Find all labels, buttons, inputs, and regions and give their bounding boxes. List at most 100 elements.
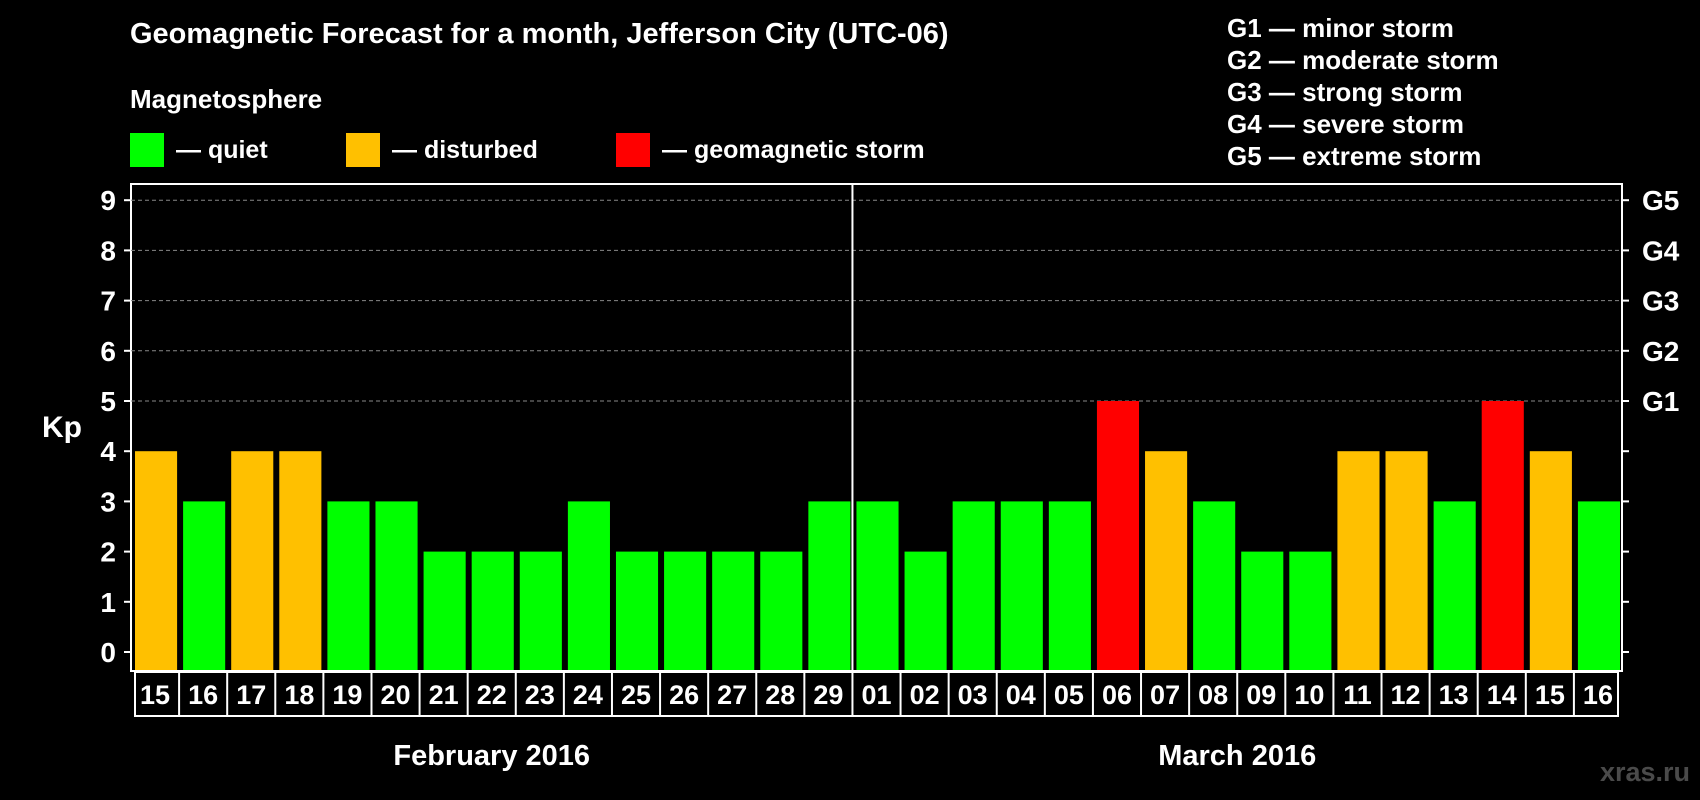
- legend-swatch-storm: [616, 133, 650, 167]
- day-label: 10: [1294, 680, 1324, 710]
- kp-bar: [664, 551, 707, 670]
- kp-bar: [808, 501, 851, 670]
- kp-bar: [567, 501, 610, 670]
- day-label: 24: [573, 680, 603, 710]
- g-legend-g1: G1 — minor storm: [1227, 13, 1454, 43]
- kp-bar: [1481, 401, 1524, 670]
- day-label: 06: [1102, 680, 1132, 710]
- day-label: 23: [525, 680, 555, 710]
- y-tick-label: 4: [100, 436, 116, 467]
- kp-bar: [1048, 501, 1091, 670]
- kp-bar: [231, 451, 274, 670]
- kp-bar: [423, 551, 466, 670]
- kp-bar: [1241, 551, 1284, 670]
- legend-item-storm: — geomagnetic storm: [616, 133, 925, 167]
- kp-bar: [1577, 501, 1620, 670]
- y-tick-label: 0: [100, 637, 116, 668]
- kp-bar: [1193, 501, 1236, 670]
- kp-bar: [279, 451, 322, 670]
- day-label: 26: [669, 680, 699, 710]
- day-label: 27: [717, 680, 747, 710]
- kp-bar: [856, 501, 899, 670]
- kp-bar: [1000, 501, 1043, 670]
- kp-bar: [952, 501, 995, 670]
- legend-label-disturbed: — disturbed: [392, 135, 538, 164]
- month-label: February 2016: [393, 740, 590, 772]
- day-label: 28: [765, 680, 795, 710]
- kp-bar: [183, 501, 226, 670]
- kp-bar: [760, 551, 803, 670]
- day-label: 11: [1343, 680, 1372, 710]
- day-label: 01: [861, 680, 891, 710]
- watermark: xras.ru: [1599, 757, 1690, 787]
- y-tick-label: 1: [100, 587, 116, 618]
- kp-bar: [615, 551, 659, 670]
- day-label-row: [134, 671, 1619, 717]
- g-level-label: G1: [1642, 386, 1679, 417]
- day-label: 29: [813, 680, 843, 710]
- day-label: 04: [1006, 680, 1036, 710]
- legend-swatch-disturbed: [346, 133, 380, 167]
- kp-bar: [1145, 451, 1188, 670]
- y-tick-label: 5: [100, 386, 116, 417]
- kp-bar: [904, 551, 947, 670]
- day-label: 13: [1439, 680, 1469, 710]
- y-tick-label: 6: [100, 336, 116, 367]
- kp-bar: [519, 551, 562, 670]
- y-tick-label: 3: [100, 486, 116, 517]
- day-label: 21: [429, 680, 459, 710]
- day-label: 25: [621, 680, 651, 710]
- day-label: 19: [332, 680, 362, 710]
- kp-bar: [712, 551, 755, 670]
- y-tick-label: 8: [100, 235, 116, 266]
- day-label: 15: [140, 680, 170, 710]
- day-label: 02: [910, 680, 940, 710]
- chart-title: Geomagnetic Forecast for a month, Jeffer…: [130, 18, 949, 50]
- kp-bar: [1529, 451, 1572, 670]
- day-label: 03: [958, 680, 988, 710]
- day-label: 22: [477, 680, 507, 710]
- g-level-label: G4: [1642, 235, 1680, 266]
- day-label: 20: [381, 680, 411, 710]
- day-label: 15: [1535, 680, 1565, 710]
- g-legend-g5: G5 — extreme storm: [1227, 141, 1482, 171]
- g-legend-g3: G3 — strong storm: [1227, 77, 1463, 107]
- kp-bar: [1337, 451, 1380, 670]
- g-level-label: G5: [1642, 185, 1679, 216]
- kp-bar: [1385, 451, 1428, 670]
- legend-label-storm: — geomagnetic storm: [662, 135, 925, 164]
- kp-bar: [471, 551, 514, 670]
- y-axis-title: Kp: [42, 411, 82, 444]
- legend-label-quiet: — quiet: [176, 135, 268, 164]
- y-tick-label: 9: [100, 185, 116, 216]
- day-label: 17: [236, 680, 266, 710]
- g-level-label: G2: [1642, 336, 1679, 367]
- y-tick-label: 2: [100, 537, 116, 568]
- kp-bar: [327, 501, 370, 670]
- kp-bar: [1433, 501, 1476, 670]
- day-label: 16: [1583, 680, 1613, 710]
- g-legend-g2: G2 — moderate storm: [1227, 45, 1499, 75]
- y-tick-label: 7: [100, 286, 116, 317]
- kp-bar: [135, 451, 178, 670]
- day-label: 05: [1054, 680, 1084, 710]
- day-label: 18: [284, 680, 314, 710]
- g-scale-legend: G1 — minor storm G2 — moderate storm G3 …: [1227, 12, 1499, 172]
- day-label: 07: [1150, 680, 1180, 710]
- legend-item-disturbed: — disturbed: [346, 133, 538, 167]
- day-label: 08: [1198, 680, 1228, 710]
- legend-swatch-quiet: [130, 133, 164, 167]
- kp-bar: [1289, 551, 1332, 670]
- kp-bar: [1096, 401, 1140, 670]
- day-label: 12: [1391, 680, 1421, 710]
- g-legend-g4: G4 — severe storm: [1227, 109, 1465, 139]
- kp-bar: [375, 501, 418, 670]
- legend-item-quiet: — quiet: [130, 133, 268, 167]
- day-label: 09: [1246, 680, 1276, 710]
- day-label: 14: [1487, 680, 1517, 710]
- day-label: 16: [188, 680, 218, 710]
- month-label: March 2016: [1158, 740, 1316, 772]
- g-level-label: G3: [1642, 286, 1679, 317]
- legend-subtitle: Magnetosphere: [130, 84, 323, 114]
